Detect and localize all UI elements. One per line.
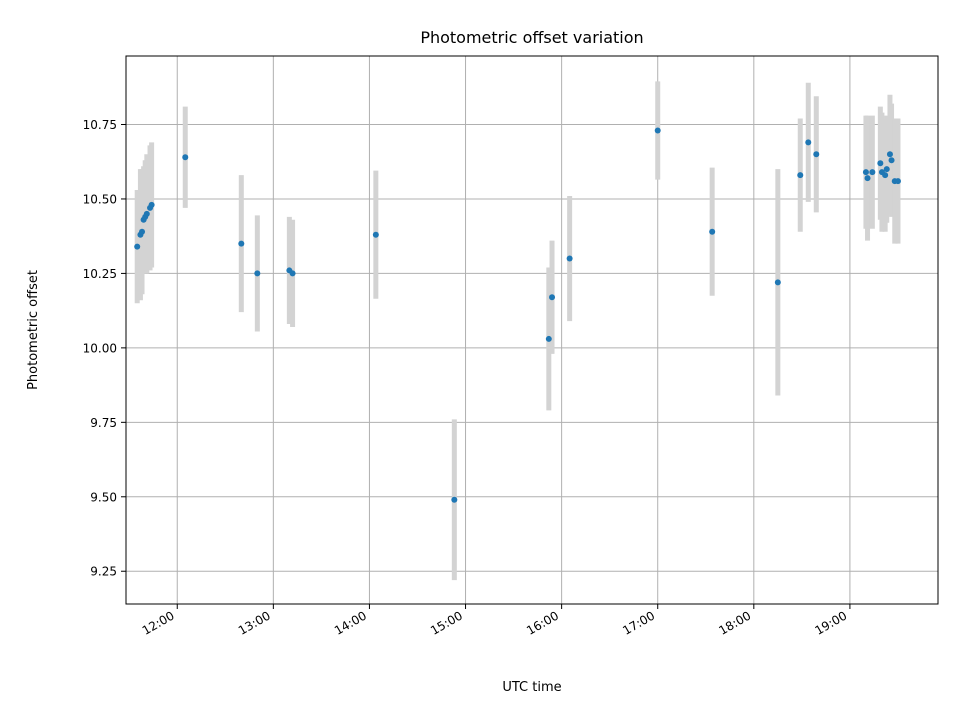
- data-point: [774, 279, 781, 286]
- y-tick-label: 10.25: [83, 267, 117, 281]
- y-tick-label: 9.75: [90, 416, 117, 430]
- data-point: [864, 175, 871, 182]
- data-point: [894, 178, 901, 185]
- data-point: [254, 270, 261, 277]
- data-point: [709, 228, 716, 235]
- data-point: [238, 240, 245, 247]
- data-point: [888, 157, 895, 164]
- data-point: [566, 255, 573, 262]
- data-point: [545, 335, 552, 342]
- data-point: [451, 496, 458, 503]
- point-layer: [134, 127, 901, 503]
- y-axis-label: Photometric offset: [26, 270, 41, 390]
- data-point: [805, 139, 812, 146]
- y-tick-label: 9.25: [90, 565, 117, 579]
- data-point: [148, 201, 155, 208]
- data-point: [143, 210, 150, 217]
- data-point: [877, 160, 884, 167]
- data-point: [289, 270, 296, 277]
- x-axis-label: UTC time: [502, 680, 561, 695]
- data-point: [883, 166, 890, 173]
- y-tick-label: 9.50: [90, 490, 117, 504]
- data-point: [797, 172, 804, 179]
- data-point: [886, 151, 893, 158]
- y-tick-label: 10.75: [83, 118, 117, 132]
- data-point: [654, 127, 661, 134]
- y-tick-label: 10.00: [83, 341, 117, 355]
- data-point: [182, 154, 189, 161]
- data-point: [372, 231, 379, 238]
- y-tick-label: 10.50: [83, 192, 117, 206]
- data-point: [862, 169, 869, 176]
- data-point: [869, 169, 876, 176]
- data-point: [139, 228, 146, 235]
- data-point: [134, 243, 141, 250]
- data-point: [813, 151, 820, 158]
- plot-frame: [125, 55, 939, 605]
- chart-title: Photometric offset variation: [420, 28, 643, 47]
- data-point: [882, 172, 889, 179]
- data-point: [549, 294, 556, 301]
